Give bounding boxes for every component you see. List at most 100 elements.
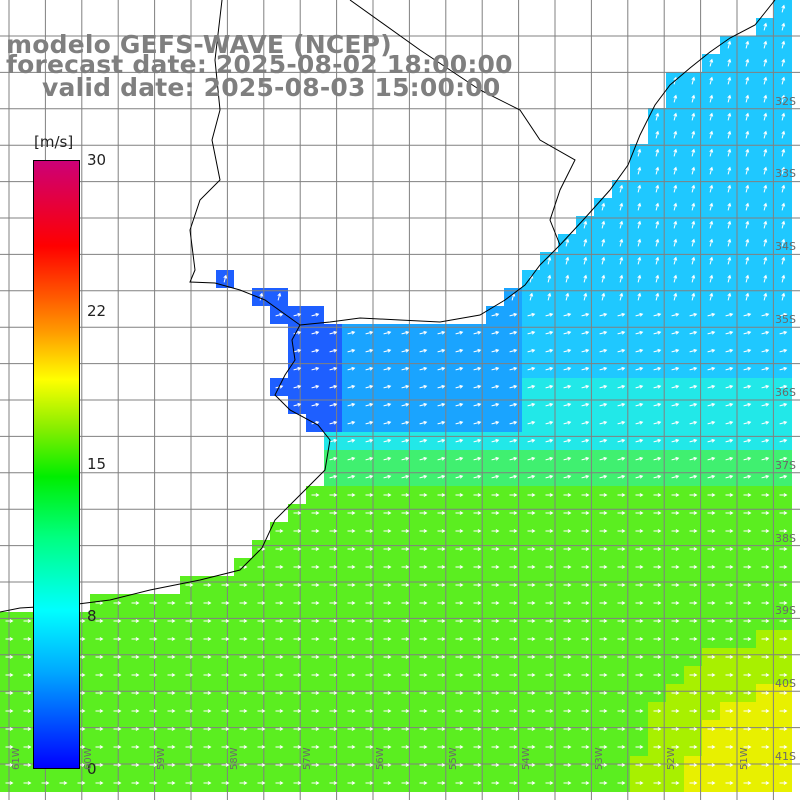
wind-vector <box>779 348 788 353</box>
wind-vector <box>347 402 356 407</box>
wind-vector <box>619 238 624 247</box>
lon-label: 51W <box>739 747 750 770</box>
wind-vector <box>689 745 698 749</box>
wind-vector <box>491 384 500 389</box>
wind-vector <box>673 292 678 301</box>
wind-vector <box>293 655 302 659</box>
wind-vector <box>781 94 786 103</box>
wind-vector <box>725 384 734 389</box>
wind-vector <box>599 619 608 623</box>
wind-vector <box>653 601 662 605</box>
wind-vector <box>221 673 230 677</box>
wind-vector <box>671 438 680 443</box>
wind-vector <box>743 547 752 551</box>
wind-vector <box>671 637 680 641</box>
wind-vector <box>725 402 734 407</box>
wind-vector <box>95 637 104 641</box>
wind-vector <box>113 637 122 641</box>
wind-vector <box>491 745 500 749</box>
wind-vector <box>635 312 644 317</box>
wind-vector <box>653 709 662 713</box>
wind-vector <box>563 601 572 605</box>
wind-vector <box>617 438 626 443</box>
wind-vector <box>763 292 768 301</box>
wind-vector <box>671 330 680 335</box>
wind-vector <box>743 402 752 407</box>
wind-vector <box>689 529 698 533</box>
wind-vector <box>275 673 284 677</box>
lat-label: 40S <box>775 677 796 690</box>
wind-vector <box>437 655 446 659</box>
wind-vector <box>545 781 554 785</box>
wind-vector <box>781 76 786 85</box>
wind-vector <box>473 565 482 569</box>
wind-vector <box>149 691 158 695</box>
wind-vector <box>437 330 446 335</box>
wind-vector <box>601 274 606 283</box>
wind-vector <box>689 565 698 569</box>
wind-vector <box>617 745 626 749</box>
wind-vector <box>419 745 428 749</box>
wind-vector <box>599 583 608 587</box>
wind-vector <box>365 781 374 785</box>
wind-vector <box>293 402 302 407</box>
wind-vector <box>779 529 788 533</box>
wind-vector <box>347 583 356 587</box>
wind-vector <box>781 202 786 211</box>
wind-vector <box>617 583 626 587</box>
wind-vector <box>347 529 356 533</box>
wind-vector <box>691 274 696 283</box>
wind-vector <box>491 438 500 443</box>
wind-vector <box>491 330 500 335</box>
wind-vector <box>59 781 68 785</box>
wind-vector <box>673 256 678 265</box>
wind-vector <box>257 763 266 767</box>
wind-vector <box>509 366 518 371</box>
wind-vector <box>563 493 572 497</box>
wind-vector <box>329 709 338 713</box>
wind-vector <box>437 384 446 389</box>
wind-vector <box>599 637 608 641</box>
wind-vector <box>5 637 14 641</box>
wind-vector <box>293 583 302 587</box>
wind-vector <box>473 547 482 551</box>
wind-vector <box>131 691 140 695</box>
wind-vector <box>689 727 698 731</box>
wind-vector <box>167 673 176 677</box>
wind-vector <box>401 366 410 371</box>
wind-vector <box>491 655 500 659</box>
wind-vector <box>419 637 428 641</box>
wind-vector <box>727 130 732 139</box>
wind-vector <box>509 727 518 731</box>
wind-vector <box>617 529 626 533</box>
wind-vector <box>617 655 626 659</box>
wind-vector <box>671 565 680 569</box>
wind-vector <box>257 691 266 695</box>
wind-vector <box>599 655 608 659</box>
wind-vector <box>599 493 608 497</box>
wind-vector <box>419 529 428 533</box>
wind-vector <box>635 601 644 605</box>
wind-vector <box>727 58 732 67</box>
wind-vector <box>653 655 662 659</box>
lat-label: 41S <box>775 750 796 763</box>
wind-vector <box>491 366 500 371</box>
wind-vector <box>491 781 500 785</box>
wind-vector <box>761 763 770 767</box>
wind-vector <box>419 691 428 695</box>
wind-vector <box>671 601 680 605</box>
wind-vector <box>635 763 644 767</box>
wind-vector <box>509 312 518 317</box>
wind-vector <box>347 330 356 335</box>
wind-vector <box>419 601 428 605</box>
wind-vector <box>293 384 302 389</box>
wind-vector <box>455 691 464 695</box>
wind-vector <box>5 619 14 623</box>
wind-vector <box>509 529 518 533</box>
wind-vector <box>509 474 518 479</box>
wind-vector <box>437 745 446 749</box>
wind-vector <box>95 727 104 731</box>
wind-vector <box>563 727 572 731</box>
